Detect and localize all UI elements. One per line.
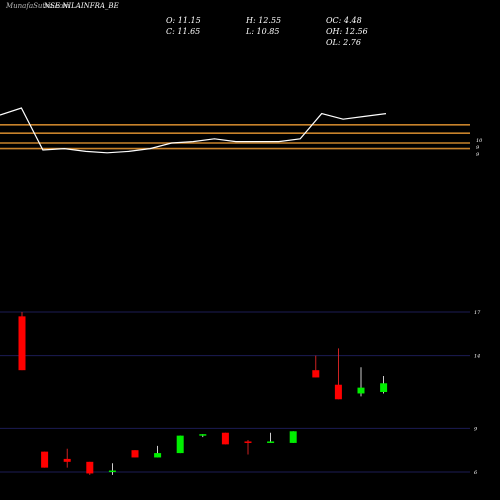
candle-up (176, 435, 184, 454)
oh-value: OH: 12.56 (326, 27, 368, 36)
ol-value: OL: 2.76 (326, 38, 361, 47)
candle-up (380, 376, 388, 394)
candle-body (244, 441, 252, 443)
candle-down (63, 448, 71, 468)
candle-body (221, 432, 229, 445)
candle-down (221, 432, 229, 445)
close-value: C: 11.65 (166, 27, 201, 36)
band-tick-label: 10 (476, 138, 483, 144)
band-tick-label: 9 (476, 152, 480, 158)
price-tick-label: 17 (474, 310, 481, 316)
candle-down (334, 348, 342, 400)
candle-body (357, 387, 365, 394)
candle-body (289, 431, 297, 443)
candle-body (334, 384, 342, 400)
price-tick-label: 14 (474, 354, 480, 360)
candle-up (357, 367, 365, 397)
upper-line-series (0, 107, 387, 154)
candle-down (86, 461, 94, 475)
candle-down (131, 450, 139, 458)
low-value: L: 10.85 (246, 27, 280, 36)
candle-body (380, 383, 388, 392)
oc-value: OC: 4.48 (326, 16, 362, 25)
candle-up (108, 463, 116, 475)
candle-body (86, 461, 94, 474)
watermark-text: MunafaSutra.com (6, 2, 70, 10)
line-series-path (0, 107, 387, 154)
high-value: H: 12.55 (246, 16, 282, 25)
candle-body (18, 316, 26, 371)
candle-up (267, 432, 275, 443)
symbol-title: NSE NILAINFRA_BE (44, 2, 119, 10)
candle-down (244, 440, 252, 455)
candle-up (154, 445, 162, 458)
price-tick-label: 6 (474, 470, 478, 476)
candle-up (289, 431, 297, 443)
candle-body (108, 470, 116, 473)
candle-body (199, 434, 207, 436)
candle-body (312, 370, 320, 378)
candlesticks (18, 312, 388, 475)
band-tick-label: 9 (476, 145, 480, 151)
candle-body (131, 450, 139, 458)
candle-body (63, 458, 71, 462)
candle-down (312, 355, 320, 378)
open-value: O: 11.15 (166, 16, 201, 25)
price-tick-label: 9 (474, 426, 478, 432)
candle-body (176, 435, 184, 454)
candle-down (41, 451, 49, 468)
candle-down (18, 312, 26, 371)
moving-average-bands (0, 124, 470, 150)
candle-body (154, 453, 162, 458)
candle-body (267, 441, 275, 443)
grid-lines (0, 311, 470, 473)
candle-up (199, 434, 207, 438)
candle-body (41, 451, 49, 468)
